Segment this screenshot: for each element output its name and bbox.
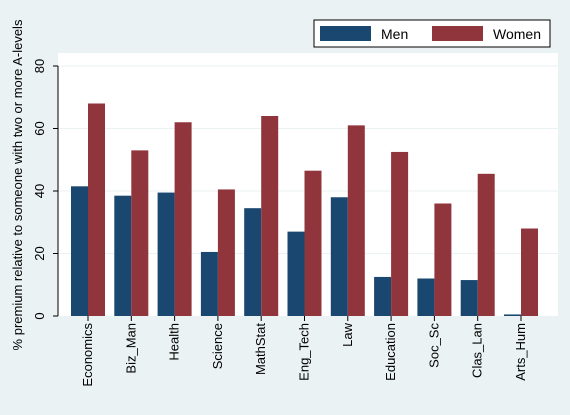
x-tick-label: MathStat xyxy=(253,323,268,375)
legend: Men Women xyxy=(313,19,551,48)
legend-swatch-women xyxy=(432,26,483,41)
legend-swatch-men xyxy=(320,26,371,41)
y-tick-label: 40 xyxy=(32,184,47,198)
bar-women-science xyxy=(217,189,235,316)
bars xyxy=(71,103,538,316)
bar-men-clas_lan xyxy=(460,280,478,316)
bar-women-eng_tech xyxy=(304,170,322,316)
bar-men-law xyxy=(330,197,348,316)
x-tick-label: Soc_Sc xyxy=(426,323,441,368)
legend-label-men: Men xyxy=(381,26,408,42)
bar-women-arts_hum xyxy=(521,228,538,316)
x-tick-labels: Economics Biz_Man Health Science MathStat Eng… xyxy=(80,322,528,386)
axes xyxy=(53,65,522,321)
x-tick-label: Eng_Tech xyxy=(297,323,312,381)
bar-men-health xyxy=(157,192,175,316)
bar-women-economics xyxy=(88,103,105,316)
y-tick-label: 0 xyxy=(32,312,47,319)
x-tick-label: Health xyxy=(167,323,182,361)
bar-men-arts_hum xyxy=(504,314,521,316)
bar-women-biz_man xyxy=(131,150,149,316)
y-tick-label: 20 xyxy=(32,246,47,260)
bar-women-soc_sc xyxy=(434,203,452,316)
y-tick-label: 80 xyxy=(32,59,47,73)
bar-women-mathstat xyxy=(261,116,279,316)
x-tick-label: Arts_Hum xyxy=(513,323,528,381)
bar-women-law xyxy=(347,125,365,316)
x-tick-label: Biz_Man xyxy=(123,323,138,374)
bar-men-eng_tech xyxy=(287,231,305,316)
y-axis-title: % premium relative to someone with two o… xyxy=(10,19,25,350)
x-tick-label: Economics xyxy=(80,323,95,387)
bar-women-clas_lan xyxy=(477,173,495,316)
x-tick-label: Law xyxy=(340,322,355,346)
bar-men-economics xyxy=(71,186,88,316)
bar-men-education xyxy=(374,276,392,316)
x-tick-label: Clas_Lan xyxy=(470,323,485,378)
x-tick-label: Education xyxy=(383,323,398,381)
bar-men-biz_man xyxy=(114,195,132,316)
bar-men-soc_sc xyxy=(417,278,435,316)
bar-men-mathstat xyxy=(244,208,262,316)
bar-women-health xyxy=(174,122,192,316)
bar-men-science xyxy=(200,251,218,316)
y-tick-labels: 0 20 40 60 80 xyxy=(32,59,47,320)
y-tick-label: 60 xyxy=(32,121,47,135)
legend-label-women: Women xyxy=(493,26,541,42)
bar-women-education xyxy=(391,151,409,316)
x-tick-label: Science xyxy=(210,323,225,369)
